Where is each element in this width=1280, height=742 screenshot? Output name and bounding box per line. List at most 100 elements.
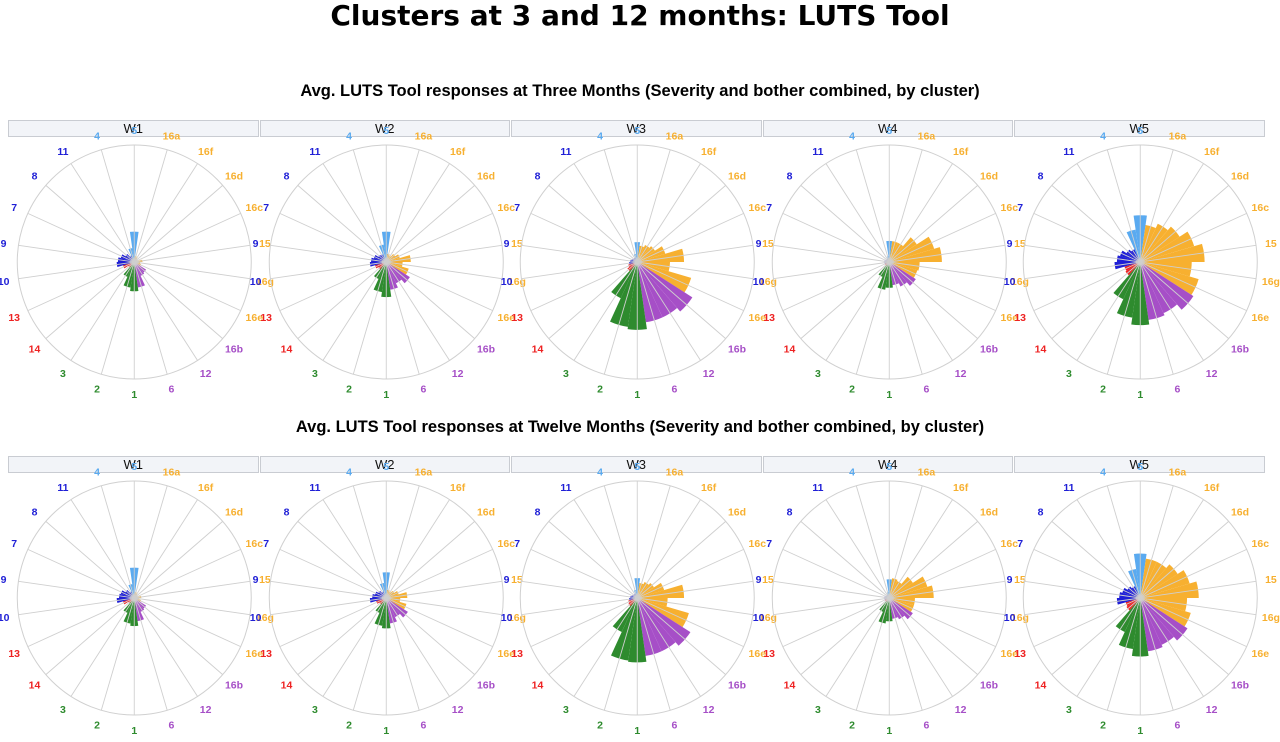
spoke-7 bbox=[530, 548, 638, 599]
wedge-16a bbox=[637, 245, 645, 262]
spoke-9 bbox=[269, 580, 386, 599]
spoke-4 bbox=[100, 485, 135, 599]
axis-label-16a: 16a bbox=[163, 466, 181, 478]
axis-label-13: 13 bbox=[8, 648, 20, 660]
polar-chart-W3: 5 16a16f16d16c1516g16e16b1261231413109781… bbox=[501, 125, 777, 401]
spoke-12 bbox=[133, 261, 198, 361]
wedge-15 bbox=[385, 255, 411, 262]
axis-label-8: 8 bbox=[32, 171, 38, 183]
axis-label-13: 13 bbox=[8, 312, 20, 324]
polar-chart-W4: 5 16a16f16d16c1516g16e16b1261231413109781… bbox=[752, 461, 1028, 737]
panel-strip-label: W4 bbox=[762, 456, 1013, 473]
axis-label-9: 9 bbox=[252, 238, 258, 250]
wedge-15 bbox=[1140, 581, 1199, 598]
axis-label-15: 15 bbox=[762, 574, 774, 586]
spoke-12 bbox=[385, 261, 450, 361]
axis-label-14: 14 bbox=[783, 343, 795, 355]
axis-label-1: 1 bbox=[1137, 725, 1143, 737]
axis-label-16b: 16b bbox=[476, 343, 494, 355]
wedge-16g bbox=[1140, 598, 1188, 612]
wedge-4 bbox=[1128, 569, 1141, 598]
axis-label-2: 2 bbox=[849, 384, 855, 396]
axis-label-16a: 16a bbox=[163, 130, 181, 142]
spoke-11 bbox=[70, 499, 135, 599]
spoke-16a bbox=[1139, 149, 1174, 263]
spoke-9 bbox=[521, 580, 638, 599]
spoke-16f bbox=[133, 499, 198, 599]
wedge-16e bbox=[385, 598, 406, 610]
spoke-3 bbox=[70, 597, 135, 697]
axis-label-1: 1 bbox=[131, 725, 137, 737]
axis-label-15: 15 bbox=[1014, 238, 1026, 250]
axis-label-11: 11 bbox=[1063, 146, 1074, 158]
spoke-16c bbox=[888, 548, 996, 599]
axis-label-10: 10 bbox=[501, 612, 513, 624]
axis-label-13: 13 bbox=[1014, 648, 1026, 660]
spoke-2 bbox=[100, 597, 135, 711]
axis-label-16d: 16d bbox=[728, 507, 746, 519]
axis-label-13: 13 bbox=[1014, 312, 1026, 324]
wedge-2 bbox=[878, 598, 889, 624]
axis-label-15: 15 bbox=[1265, 238, 1277, 250]
axis-label-6: 6 bbox=[1175, 384, 1181, 396]
wedge-3 bbox=[612, 598, 638, 633]
spoke-9 bbox=[772, 244, 889, 263]
axis-label-12: 12 bbox=[1206, 704, 1218, 716]
wedge-16a bbox=[637, 582, 644, 598]
axis-label-16d: 16d bbox=[1231, 171, 1249, 183]
axis-label-4: 4 bbox=[597, 130, 603, 142]
axis-label-15: 15 bbox=[511, 238, 523, 250]
spoke-3 bbox=[70, 261, 135, 361]
spoke-16c bbox=[888, 212, 996, 263]
spoke-13 bbox=[1033, 597, 1141, 648]
spoke-9 bbox=[269, 244, 386, 263]
wedge-9 bbox=[1116, 255, 1141, 262]
axis-label-12: 12 bbox=[451, 368, 463, 380]
polar-chart-W5: 5 16a16f16d16c1516g16e16b1261231413109781… bbox=[1004, 461, 1280, 737]
spoke-16g bbox=[134, 261, 251, 280]
axis-label-12: 12 bbox=[954, 704, 966, 716]
axis-label-15: 15 bbox=[1265, 574, 1277, 586]
axis-label-16a: 16a bbox=[666, 130, 684, 142]
wedge-4 bbox=[1126, 229, 1141, 262]
axis-label-7: 7 bbox=[766, 538, 772, 550]
spoke-14 bbox=[297, 597, 387, 675]
wedge-2 bbox=[123, 598, 135, 624]
wedge-3 bbox=[1113, 262, 1141, 300]
spoke-2 bbox=[100, 261, 135, 375]
wedge-16e bbox=[888, 598, 914, 612]
axis-label-3: 3 bbox=[563, 704, 569, 716]
spoke-16a bbox=[133, 485, 168, 599]
spoke-8 bbox=[297, 185, 387, 263]
axis-label-10: 10 bbox=[1004, 612, 1016, 624]
spoke-16a bbox=[636, 149, 671, 263]
wedge-16c bbox=[888, 576, 927, 598]
axis-label-9: 9 bbox=[755, 238, 761, 250]
spoke-13 bbox=[27, 261, 135, 312]
axis-label-3: 3 bbox=[60, 368, 66, 380]
wedge-15 bbox=[385, 592, 407, 598]
wedge-15 bbox=[637, 584, 685, 598]
spoke-8 bbox=[800, 521, 890, 599]
axis-label-13: 13 bbox=[511, 312, 523, 324]
spoke-16d bbox=[888, 185, 978, 263]
axis-label-14: 14 bbox=[532, 343, 544, 355]
axis-label-16a: 16a bbox=[1169, 466, 1187, 478]
spoke-4 bbox=[855, 485, 890, 599]
wedge-4 bbox=[378, 244, 386, 262]
spoke-9 bbox=[18, 244, 135, 263]
axis-label-2: 2 bbox=[1100, 384, 1106, 396]
axis-label-5: 5 bbox=[383, 125, 389, 137]
spoke-6 bbox=[888, 597, 923, 711]
axis-label-7: 7 bbox=[766, 202, 772, 214]
axis-label-16a: 16a bbox=[917, 130, 935, 142]
wedge-2 bbox=[877, 262, 889, 290]
spoke-13 bbox=[27, 597, 135, 648]
axis-label-5: 5 bbox=[886, 461, 892, 473]
page-title: Clusters at 3 and 12 months: LUTS Tool bbox=[330, 0, 950, 32]
axis-label-5: 5 bbox=[1137, 125, 1143, 137]
axis-label-11: 11 bbox=[57, 482, 68, 494]
axis-label-16b: 16b bbox=[1231, 679, 1249, 691]
spoke-4 bbox=[352, 149, 387, 263]
spoke-16b bbox=[1139, 261, 1229, 339]
